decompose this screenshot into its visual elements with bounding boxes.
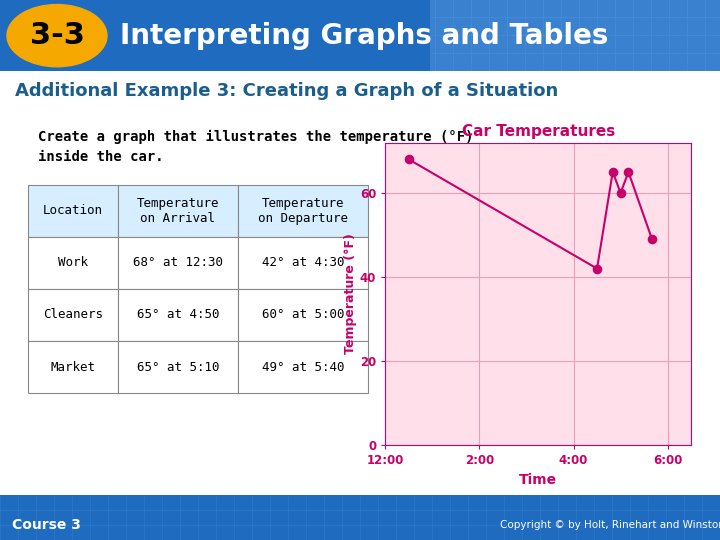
Text: Work: Work [58, 256, 88, 269]
Text: 68° at 12:30: 68° at 12:30 [133, 256, 223, 269]
Text: 49° at 5:40: 49° at 5:40 [262, 361, 344, 374]
FancyBboxPatch shape [118, 237, 238, 289]
Title: Car Temperatures: Car Temperatures [462, 124, 615, 139]
Text: Additional Example 3: Creating a Graph of a Situation: Additional Example 3: Creating a Graph o… [15, 82, 558, 100]
Text: Create a graph that illustrates the temperature (°F): Create a graph that illustrates the temp… [38, 130, 474, 144]
FancyBboxPatch shape [28, 341, 118, 393]
Text: inside the car.: inside the car. [38, 150, 163, 164]
Text: Course 3: Course 3 [12, 518, 81, 532]
Text: 42° at 4:30: 42° at 4:30 [262, 256, 344, 269]
FancyBboxPatch shape [238, 185, 368, 237]
FancyBboxPatch shape [238, 237, 368, 289]
Text: Temperature
on Arrival: Temperature on Arrival [137, 197, 220, 225]
Ellipse shape [7, 4, 107, 67]
Text: Market: Market [50, 361, 96, 374]
FancyBboxPatch shape [0, 71, 720, 111]
Point [403, 155, 415, 164]
Text: Interpreting Graphs and Tables: Interpreting Graphs and Tables [120, 22, 608, 50]
Point [623, 167, 634, 176]
Text: Copyright © by Holt, Rinehart and Winston. All Rights Reserved.: Copyright © by Holt, Rinehart and Winsto… [500, 520, 720, 530]
Point [591, 264, 603, 273]
FancyBboxPatch shape [238, 341, 368, 393]
Text: Location: Location [43, 204, 103, 217]
Text: 3-3: 3-3 [30, 21, 84, 50]
FancyBboxPatch shape [118, 185, 238, 237]
FancyBboxPatch shape [28, 289, 118, 341]
Point [607, 167, 618, 176]
FancyBboxPatch shape [118, 341, 238, 393]
Text: 65° at 5:10: 65° at 5:10 [137, 361, 220, 374]
FancyBboxPatch shape [0, 495, 720, 540]
X-axis label: Time: Time [519, 472, 557, 487]
FancyBboxPatch shape [28, 237, 118, 289]
FancyBboxPatch shape [238, 289, 368, 341]
FancyBboxPatch shape [430, 0, 720, 71]
Point [615, 188, 626, 197]
Text: Temperature
on Departure: Temperature on Departure [258, 197, 348, 225]
FancyBboxPatch shape [118, 289, 238, 341]
Text: 65° at 4:50: 65° at 4:50 [137, 308, 220, 321]
Text: Cleaners: Cleaners [43, 308, 103, 321]
FancyBboxPatch shape [28, 185, 118, 237]
FancyBboxPatch shape [0, 0, 720, 71]
Text: 60° at 5:00: 60° at 5:00 [262, 308, 344, 321]
Y-axis label: Temperature (°F): Temperature (°F) [344, 233, 357, 354]
Point [647, 235, 658, 244]
